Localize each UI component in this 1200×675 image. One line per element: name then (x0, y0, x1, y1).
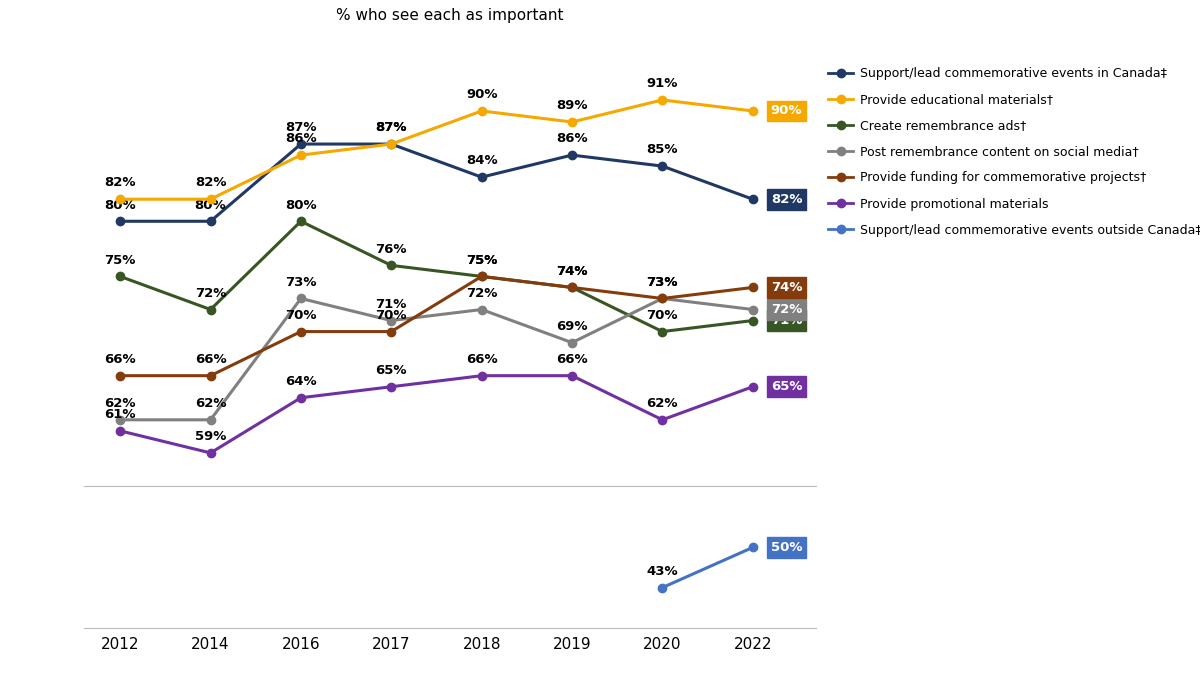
Text: 50%: 50% (770, 541, 803, 554)
Text: 87%: 87% (376, 122, 407, 134)
Text: 82%: 82% (194, 176, 227, 190)
Text: 80%: 80% (104, 198, 136, 211)
Text: 62%: 62% (647, 397, 678, 410)
Text: 75%: 75% (104, 254, 136, 267)
Text: 66%: 66% (104, 353, 136, 366)
Text: 87%: 87% (286, 122, 317, 134)
Text: 74%: 74% (557, 265, 588, 277)
Text: 43%: 43% (647, 565, 678, 578)
Text: 87%: 87% (376, 122, 407, 134)
Text: 73%: 73% (286, 276, 317, 289)
Text: 74%: 74% (770, 281, 803, 294)
Text: 89%: 89% (557, 99, 588, 112)
Text: 74%: 74% (557, 265, 588, 277)
Text: 70%: 70% (647, 309, 678, 322)
Text: 61%: 61% (104, 408, 136, 421)
Text: 65%: 65% (770, 380, 803, 394)
Text: 84%: 84% (466, 155, 498, 167)
Legend: Support/lead commemorative events in Canada‡, Provide educational materials†, Cr: Support/lead commemorative events in Can… (828, 67, 1200, 237)
Text: 82%: 82% (770, 192, 803, 206)
Text: 86%: 86% (286, 132, 317, 145)
Text: 90%: 90% (770, 105, 803, 117)
Text: 75%: 75% (466, 254, 497, 267)
Text: 73%: 73% (647, 276, 678, 289)
Title: % who see each as important: % who see each as important (336, 8, 564, 23)
Text: 69%: 69% (557, 320, 588, 333)
Text: 75%: 75% (466, 254, 497, 267)
Text: 66%: 66% (556, 353, 588, 366)
Text: 66%: 66% (466, 353, 498, 366)
Text: 76%: 76% (376, 243, 407, 256)
Text: 65%: 65% (376, 364, 407, 377)
Text: 62%: 62% (194, 397, 227, 410)
Text: 73%: 73% (647, 276, 678, 289)
Text: 72%: 72% (194, 287, 227, 300)
Text: 82%: 82% (104, 176, 136, 190)
Text: 91%: 91% (647, 77, 678, 90)
Text: 86%: 86% (556, 132, 588, 145)
Text: 90%: 90% (466, 88, 497, 101)
Text: 70%: 70% (376, 309, 407, 322)
Text: 59%: 59% (194, 430, 227, 443)
Text: 72%: 72% (466, 287, 497, 300)
Text: 64%: 64% (286, 375, 317, 388)
Text: 80%: 80% (286, 198, 317, 211)
Text: 72%: 72% (770, 303, 802, 316)
Text: 71%: 71% (770, 314, 802, 327)
Text: 62%: 62% (104, 397, 136, 410)
Text: 80%: 80% (194, 198, 227, 211)
Text: 71%: 71% (376, 298, 407, 310)
Text: 66%: 66% (194, 353, 227, 366)
Text: 70%: 70% (286, 309, 317, 322)
Text: 85%: 85% (647, 143, 678, 157)
